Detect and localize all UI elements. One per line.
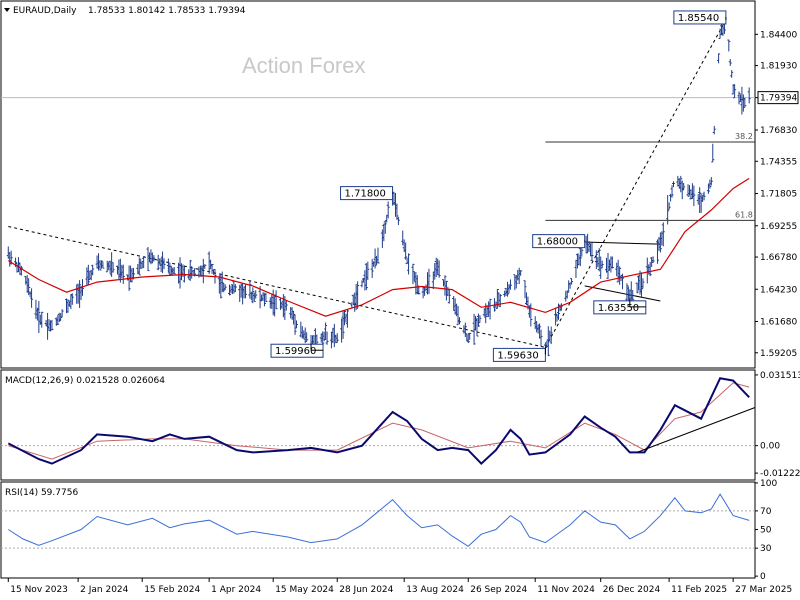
symbol-label: EURAUD,Daily bbox=[13, 6, 77, 16]
dropdown-triangle-icon bbox=[4, 8, 10, 12]
pane-frame-0 bbox=[0, 0, 756, 369]
macd-trend-line bbox=[636, 407, 756, 453]
y-tick-label: 1.59205 bbox=[760, 349, 797, 359]
x-tick-label: 28 Jun 2024 bbox=[339, 585, 393, 595]
y-tick-label: -0.012223 bbox=[760, 469, 800, 479]
price-annotation-label: 1.68000 bbox=[537, 237, 578, 248]
trend-line-dashed bbox=[8, 225, 546, 348]
y-tick-label: 1.84400 bbox=[760, 30, 797, 40]
x-tick-label: 27 Mar 2025 bbox=[735, 585, 792, 595]
price-annotation-label: 1.59630 bbox=[497, 350, 538, 361]
y-tick-label: 1.81930 bbox=[760, 62, 797, 72]
y-tick-label: 100 bbox=[760, 479, 777, 489]
ohlc-values: 1.78533 1.80142 1.78533 1.79394 bbox=[88, 6, 246, 16]
price-annotation-box bbox=[492, 347, 546, 362]
y-tick-label: 1.74355 bbox=[760, 157, 797, 167]
y-tick-label: 0.031513 bbox=[760, 371, 800, 381]
x-tick-label: 13 Aug 2024 bbox=[406, 585, 464, 595]
support-line bbox=[584, 285, 661, 302]
x-tick-label: 26 Sep 2024 bbox=[470, 585, 527, 595]
price-annotation-label: 1.63550 bbox=[598, 303, 639, 314]
y-tick-label: 0.00 bbox=[760, 442, 780, 452]
pane-frame-1 bbox=[0, 369, 756, 481]
watermark-text: Action Forex bbox=[242, 53, 366, 78]
y-tick-label: 1.66780 bbox=[760, 253, 797, 263]
macd-title: MACD(12,26,9) 0.021528 0.026064 bbox=[5, 376, 165, 386]
x-tick-label: 11 Nov 2024 bbox=[537, 585, 595, 595]
x-tick-label: 11 Feb 2025 bbox=[671, 585, 727, 595]
y-tick-label: 0 bbox=[760, 572, 766, 582]
price-bars bbox=[6, 17, 751, 357]
price-annotation-label: 1.71800 bbox=[345, 189, 386, 200]
moving-average-line bbox=[7, 177, 750, 317]
price-annotation-label: 1.59960 bbox=[275, 346, 316, 357]
macd-line bbox=[7, 377, 750, 465]
last-price-marker bbox=[757, 91, 799, 105]
x-tick-label: 15 Nov 2023 bbox=[10, 585, 68, 595]
x-tick-label: 2 Jan 2024 bbox=[80, 585, 128, 595]
fib-level-label: 38.2 bbox=[735, 132, 753, 141]
rsi-line bbox=[8, 493, 750, 547]
y-tick-label: 1.64230 bbox=[760, 285, 797, 295]
x-tick-label: 26 Dec 2024 bbox=[603, 585, 661, 595]
price-annotation-label: 1.85540 bbox=[678, 13, 719, 24]
x-tick-label: 1 Apr 2024 bbox=[211, 585, 261, 595]
y-tick-label: 1.79394 bbox=[760, 94, 797, 104]
x-tick-label: 15 May 2024 bbox=[275, 585, 334, 595]
y-tick-label: 50 bbox=[760, 526, 772, 536]
rsi-title: RSI(14) 59.7756 bbox=[5, 488, 78, 498]
y-tick-label: 30 bbox=[760, 544, 772, 554]
y-tick-label: 1.76830 bbox=[760, 126, 797, 136]
x-tick-label: 15 Feb 2024 bbox=[144, 585, 200, 595]
y-tick-label: 1.61680 bbox=[760, 317, 797, 327]
y-tick-label: 1.71805 bbox=[760, 190, 797, 200]
y-tick-label: 70 bbox=[760, 507, 772, 517]
y-tick-label: 1.69255 bbox=[760, 222, 797, 232]
fib-level-label: 61.8 bbox=[735, 210, 753, 219]
trend-line-dashed bbox=[544, 19, 727, 348]
